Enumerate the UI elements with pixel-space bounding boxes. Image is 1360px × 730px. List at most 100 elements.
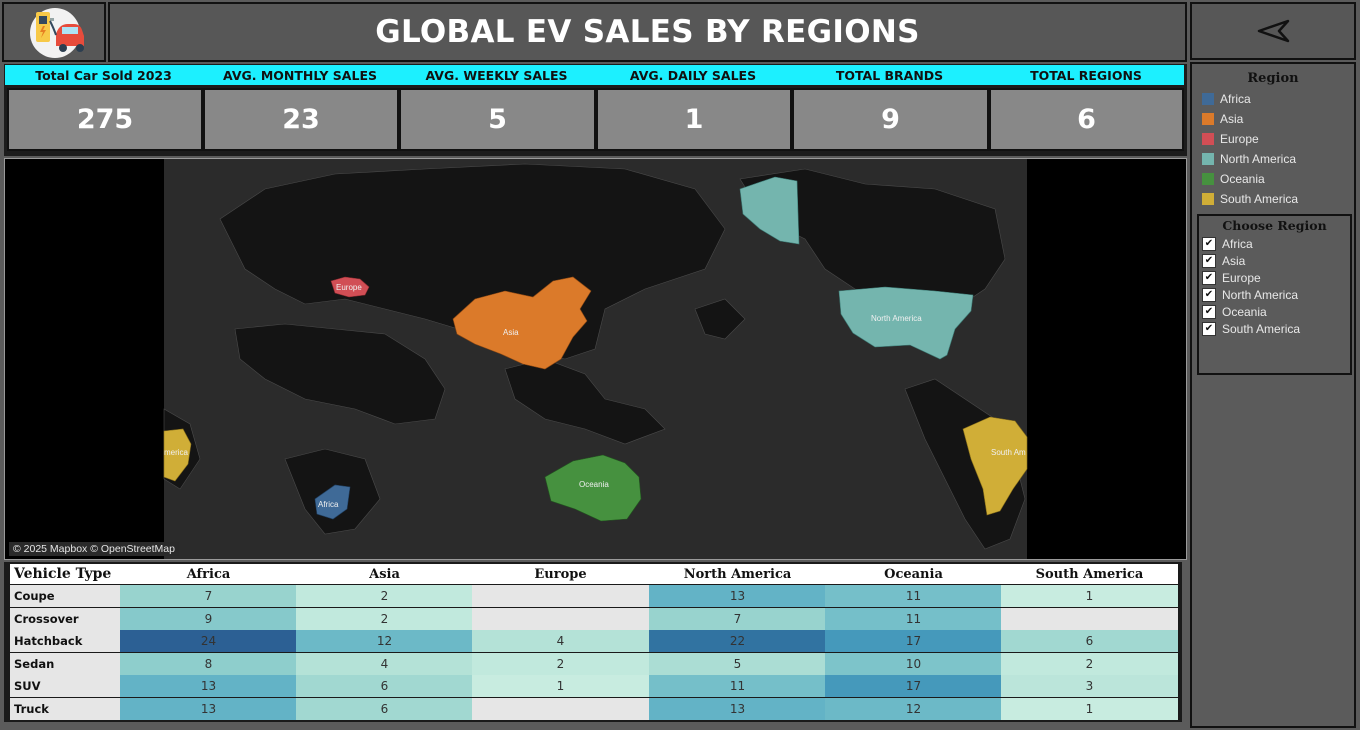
table-cell[interactable]: 12 <box>825 697 1002 720</box>
kpi-strip: Total Car Sold 2023 AVG. MONTHLY SALES A… <box>4 64 1187 156</box>
row-label: Crossover <box>10 607 120 630</box>
region-south-america-left[interactable] <box>163 428 192 482</box>
filter-option[interactable]: ✔ Africa <box>1202 236 1253 252</box>
choose-region-filter: Choose Region ✔ Africa ✔ Asia ✔ Europe ✔ North … <box>1197 214 1352 375</box>
row-label: Sedan <box>10 652 120 675</box>
map-label-north-america: North America <box>871 314 922 323</box>
legend-item[interactable]: Europe <box>1202 131 1259 147</box>
legend-label: Asia <box>1220 112 1244 126</box>
table-cell[interactable]: 24 <box>120 630 297 652</box>
checkbox-checked-icon[interactable]: ✔ <box>1202 271 1216 285</box>
legend-item[interactable]: Africa <box>1202 91 1251 107</box>
table-cell[interactable]: 4 <box>296 652 473 675</box>
legend-item[interactable]: South America <box>1202 191 1298 207</box>
table-cell[interactable]: 2 <box>296 607 473 630</box>
checkbox-checked-icon[interactable]: ✔ <box>1202 254 1216 268</box>
table-cell[interactable] <box>1001 607 1178 630</box>
map-label-europe: Europe <box>336 283 362 292</box>
filter-option[interactable]: ✔ Oceania <box>1202 304 1267 320</box>
table-cell[interactable]: 13 <box>649 585 826 607</box>
ev-charging-car-icon <box>30 8 84 58</box>
legend-item[interactable]: Oceania <box>1202 171 1265 187</box>
legend-item[interactable]: North America <box>1202 151 1296 167</box>
table-cell[interactable]: 2 <box>296 585 473 607</box>
table-cell[interactable]: 9 <box>120 607 297 630</box>
legend-swatch <box>1202 133 1214 145</box>
table-cell[interactable]: 17 <box>825 675 1002 697</box>
legend-label: Europe <box>1220 132 1259 146</box>
table-cell[interactable] <box>472 697 649 720</box>
table-cell[interactable]: 11 <box>649 675 826 697</box>
legend-title: Region <box>1247 71 1299 86</box>
legend-item[interactable]: Asia <box>1202 111 1243 127</box>
world-map[interactable]: Europe Asia North America Africa Oceania… <box>4 158 1187 560</box>
table-cell[interactable]: 3 <box>1001 675 1178 697</box>
table-cell[interactable]: 1 <box>472 675 649 697</box>
table-cell[interactable]: 7 <box>120 585 297 607</box>
table-cell[interactable]: 8 <box>120 652 297 675</box>
checkbox-checked-icon[interactable]: ✔ <box>1202 288 1216 302</box>
table-cell[interactable]: 11 <box>825 607 1002 630</box>
checkbox-checked-icon[interactable]: ✔ <box>1202 322 1216 336</box>
filter-option[interactable]: ✔ Asia <box>1202 253 1245 269</box>
checkbox-checked-icon[interactable]: ✔ <box>1202 305 1216 319</box>
table-cell[interactable]: 5 <box>649 652 826 675</box>
kpi-label: TOTAL BRANDS <box>791 65 988 85</box>
checkbox-checked-icon[interactable]: ✔ <box>1202 237 1216 251</box>
kpi-label: AVG. WEEKLY SALES <box>398 65 595 85</box>
column-header: North America <box>649 564 826 584</box>
table-cell[interactable]: 11 <box>825 585 1002 607</box>
table-cell[interactable]: 12 <box>296 630 473 652</box>
table-cell[interactable]: 17 <box>825 630 1002 652</box>
table-cell[interactable]: 22 <box>649 630 826 652</box>
side-panel: Region Africa Asia Europe North America Ocea… <box>1190 62 1356 728</box>
row-label: Coupe <box>10 585 120 607</box>
filter-option[interactable]: ✔ South America <box>1202 321 1300 337</box>
legend-swatch <box>1202 93 1214 105</box>
filter-option-label: Oceania <box>1222 305 1267 319</box>
map-label-south-america-left: merica <box>164 448 189 457</box>
table-cell[interactable]: 1 <box>1001 697 1178 720</box>
legend-label: North America <box>1220 152 1297 166</box>
filter-option[interactable]: ✔ North America <box>1202 287 1298 303</box>
table-cell[interactable]: 6 <box>296 697 473 720</box>
kpi-label: AVG. MONTHLY SALES <box>202 65 398 85</box>
filter-option-label: Africa <box>1222 237 1253 251</box>
table-cell[interactable]: 7 <box>649 607 826 630</box>
filter-option-label: South America <box>1222 322 1301 336</box>
filter-option-label: North America <box>1222 288 1299 302</box>
table-cell[interactable]: 6 <box>296 675 473 697</box>
map-label-oceania: Oceania <box>579 480 609 489</box>
column-header: Oceania <box>825 564 1002 584</box>
region-south-america-right[interactable] <box>962 416 1028 516</box>
table-cell[interactable]: 6 <box>1001 630 1178 652</box>
table-cell[interactable]: 2 <box>472 652 649 675</box>
vehicle-type-table: Vehicle Type Africa Asia Europe North Americ… <box>4 562 1182 722</box>
kpi-label: TOTAL REGIONS <box>988 65 1184 85</box>
region-asia[interactable] <box>452 276 592 370</box>
table-cell[interactable]: 13 <box>120 697 297 720</box>
filter-option[interactable]: ✔ Europe <box>1202 270 1261 286</box>
map-canvas[interactable]: Europe Asia North America Africa Oceania… <box>5 159 1186 559</box>
region-oceania[interactable] <box>544 454 642 522</box>
row-header: Vehicle Type <box>10 564 120 584</box>
region-africa[interactable] <box>314 484 351 520</box>
table-cell[interactable]: 2 <box>1001 652 1178 675</box>
table-cell[interactable]: 13 <box>120 675 297 697</box>
back-button[interactable] <box>1190 2 1356 60</box>
column-header: Africa <box>120 564 297 584</box>
row-label: Truck <box>10 697 120 720</box>
region-europe[interactable] <box>330 276 370 298</box>
table-cell[interactable]: 4 <box>472 630 649 652</box>
table-cell[interactable]: 13 <box>649 697 826 720</box>
legend-swatch <box>1202 173 1214 185</box>
map-attribution[interactable]: © 2025 Mapbox © OpenStreetMap <box>9 542 179 556</box>
region-north-america[interactable] <box>739 176 974 360</box>
table-cell[interactable] <box>472 585 649 607</box>
kpi-value: 23 <box>203 88 399 151</box>
table-cell[interactable] <box>472 607 649 630</box>
logo-container <box>2 2 106 62</box>
table-cell[interactable]: 10 <box>825 652 1002 675</box>
kpi-label: AVG. DAILY SALES <box>595 65 791 85</box>
table-cell[interactable]: 1 <box>1001 585 1178 607</box>
